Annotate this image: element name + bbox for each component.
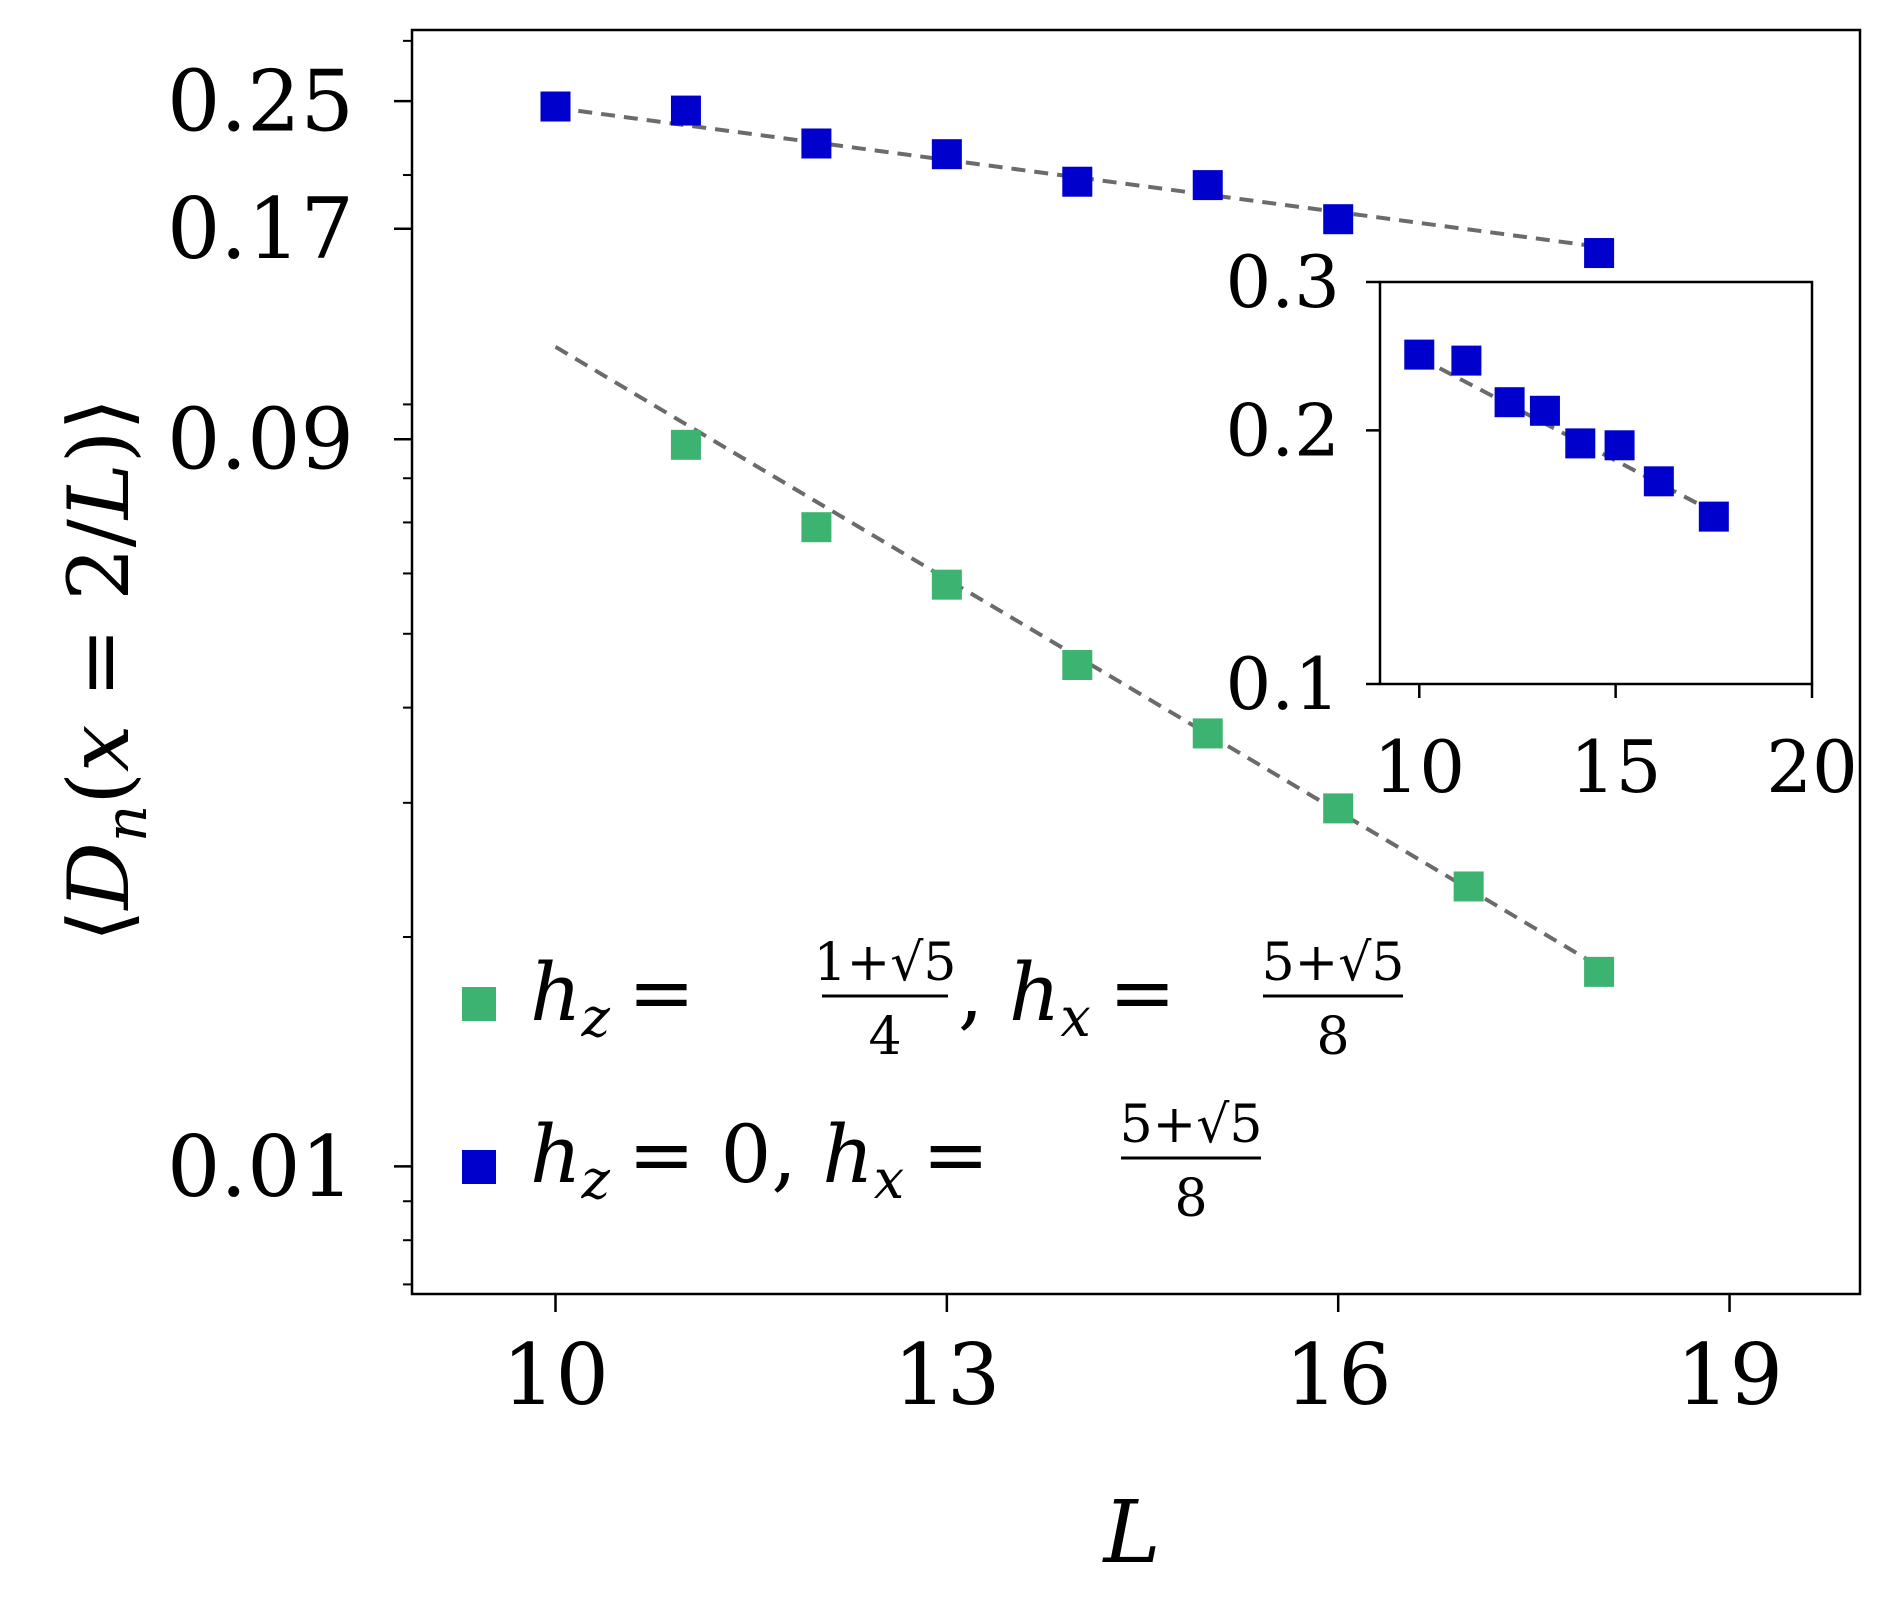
main-series-1-point (1584, 238, 1615, 269)
main-x-axis: 10 13 16 19 (502, 1294, 1783, 1424)
main-series-1-point (1192, 170, 1223, 201)
main-series-1-point (801, 128, 832, 159)
inset-series-0-point (1494, 387, 1525, 418)
inset-y-tick-label: 0.2 (1225, 389, 1340, 473)
main-data-points (540, 91, 1615, 987)
main-x-axis-label: L (1101, 1483, 1160, 1583)
svg-text:5+√5: 5+√5 (1120, 1095, 1263, 1155)
main-x-tick-label: 19 (1676, 1326, 1783, 1424)
main-series-0-point (931, 569, 962, 600)
inset-background (1380, 282, 1812, 684)
inset-series-0-point (1529, 395, 1560, 426)
inset-y-tick-label: 0.1 (1225, 642, 1340, 726)
main-y-axis-label: ⟨Dn(x = 2/L)⟩ (50, 398, 160, 943)
inset-series-0-point (1698, 501, 1729, 532)
main-series-1-point (540, 91, 571, 122)
inset-chart: 10 15 20 0.3 0.2 0.1 (1225, 240, 1857, 809)
main-y-tick-label: 0.09 (167, 391, 354, 489)
svg-text:8: 8 (1174, 1169, 1207, 1229)
legend: hz = 1+√5 4 , hx = 5+√5 8 hz = 0, hx = 5+√5 … (462, 933, 1404, 1229)
main-series-1-point (931, 139, 962, 170)
svg-text:5+√5: 5+√5 (1262, 933, 1405, 993)
inset-y-axis: 0.3 0.2 0.1 (1225, 240, 1380, 726)
svg-text:1+√5: 1+√5 (814, 933, 957, 993)
main-series-0-point (1453, 871, 1484, 902)
inset-x-tick-label: 20 (1766, 725, 1858, 809)
main-y-tick-label: 0.25 (167, 53, 354, 151)
main-series-0-point (1062, 649, 1093, 680)
inset-x-tick-label: 10 (1373, 725, 1465, 809)
main-series-1-point (670, 95, 701, 126)
inset-series-0-point (1404, 339, 1435, 370)
main-series-0-point (670, 429, 701, 460)
legend-marker-blue (462, 1150, 496, 1184)
main-series-0-point (1323, 793, 1354, 824)
inset-series-0-point (1604, 430, 1635, 461)
svg-text:hz=: hz = (530, 946, 695, 1049)
legend-marker-green (462, 987, 496, 1021)
inset-series-0-point (1451, 345, 1482, 376)
inset-y-tick-label: 0.3 (1225, 240, 1340, 324)
main-y-axis: 0.25 0.17 0.09 0.01 (167, 39, 412, 1286)
main-series-1-point (1062, 166, 1093, 197)
main-plot-frame (410, 28, 1862, 1296)
main-x-tick-label: 13 (893, 1326, 1000, 1424)
main-series-0-point (1192, 718, 1223, 749)
main-series-1-point (1323, 204, 1354, 235)
legend-entry-blue: hz = 0, hx = 5+√5 8 (530, 1095, 1262, 1229)
main-y-tick-label: 0.17 (167, 180, 354, 278)
inset-series-0-point (1565, 428, 1596, 459)
svg-text:8: 8 (1316, 1007, 1349, 1067)
svg-text:4: 4 (868, 1007, 901, 1067)
main-x-tick-label: 16 (1285, 1326, 1392, 1424)
main-series-0-point (801, 512, 832, 543)
inset-x-tick-label: 15 (1570, 725, 1662, 809)
main-fit-line-1 (555, 105, 1600, 249)
inset-data-points (1404, 339, 1729, 532)
main-x-tick-label: 10 (502, 1326, 609, 1424)
inset-plot-frame (1378, 280, 1814, 686)
main-y-tick-label: 0.01 (167, 1118, 354, 1216)
svg-text:, hx=: , hx = (958, 946, 1176, 1049)
legend-entry-green: hz = 1+√5 4 , hx = 5+√5 8 (530, 933, 1404, 1067)
inset-series-0-point (1643, 466, 1674, 497)
main-series-0-point (1584, 956, 1615, 987)
inset-x-axis: 10 15 20 (1373, 684, 1858, 809)
svg-text:hz= 0, hx=: hz = 0, hx = (530, 1108, 989, 1211)
